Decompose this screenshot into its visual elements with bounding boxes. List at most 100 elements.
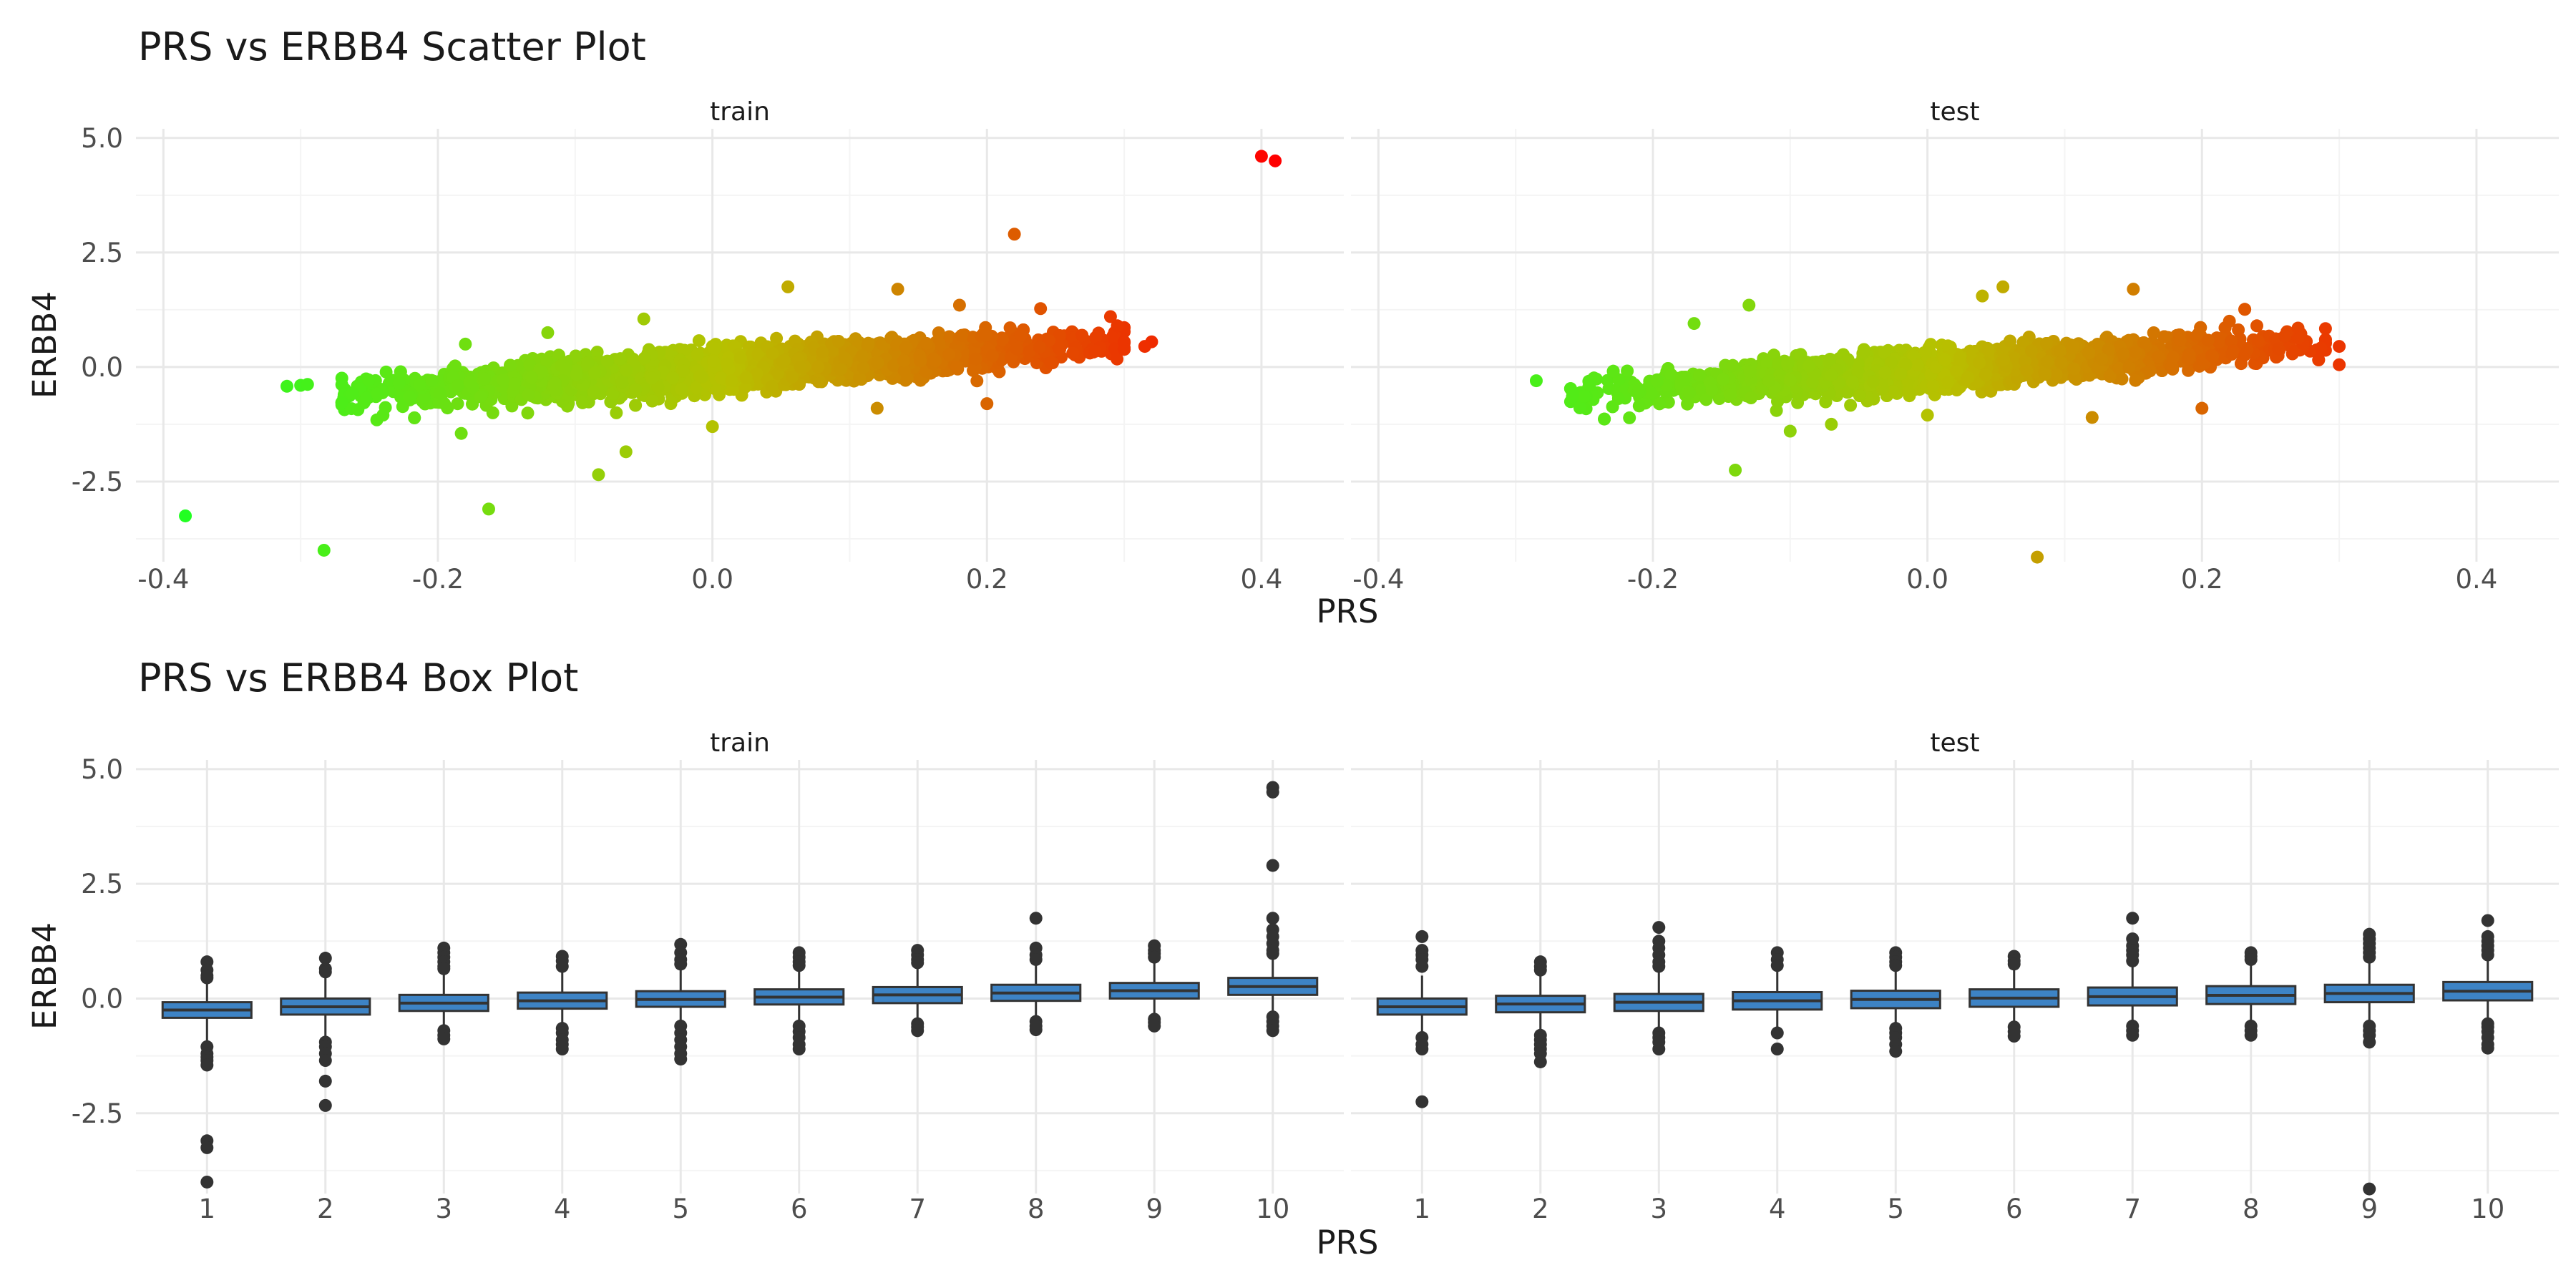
x-tick-label: -0.2 bbox=[1627, 564, 1679, 595]
scatter-point bbox=[1010, 342, 1023, 356]
scatter-point bbox=[675, 382, 688, 396]
scatter-point bbox=[794, 360, 807, 374]
facet-strip-label: test bbox=[1930, 97, 1979, 127]
scatter-point bbox=[706, 420, 719, 434]
scatter-point bbox=[985, 349, 999, 363]
scatter-point bbox=[346, 386, 359, 400]
scatter-point bbox=[770, 331, 784, 345]
scatter-point bbox=[638, 351, 651, 365]
scatter-point bbox=[1254, 150, 1268, 163]
scatter-point bbox=[371, 387, 384, 401]
scatter-point bbox=[588, 366, 602, 379]
scatter-point bbox=[433, 386, 447, 400]
scatter-point bbox=[576, 396, 590, 409]
scatter-point bbox=[619, 445, 633, 459]
x-tick-label: -0.4 bbox=[1352, 564, 1404, 595]
scatter-point bbox=[1008, 228, 1021, 241]
scatter-point bbox=[693, 369, 707, 383]
scatter-point bbox=[721, 357, 733, 371]
scatter-point bbox=[980, 397, 994, 411]
x-tick-label: 0.4 bbox=[2455, 564, 2497, 595]
scatter-point bbox=[766, 346, 779, 360]
scatter-point bbox=[620, 364, 633, 377]
x-tick-label: -0.2 bbox=[412, 564, 464, 595]
scatter-point bbox=[855, 349, 869, 363]
scatter-point bbox=[781, 280, 795, 293]
scatter-point bbox=[834, 363, 847, 376]
scatter-point bbox=[610, 406, 623, 419]
scatter-point bbox=[452, 379, 464, 392]
scatter-point bbox=[477, 372, 491, 386]
scatter-point bbox=[897, 354, 910, 368]
scatter-point bbox=[707, 354, 721, 368]
scatter-point bbox=[317, 543, 331, 557]
x-tick-label: 0.2 bbox=[966, 564, 1008, 595]
scatter-point bbox=[486, 406, 499, 419]
scatter-point bbox=[725, 374, 738, 388]
scatter-point bbox=[522, 388, 535, 401]
scatter-point bbox=[541, 326, 555, 339]
scatter-point bbox=[765, 379, 779, 393]
scatter-point bbox=[1034, 302, 1048, 316]
scatter-point bbox=[570, 368, 583, 381]
scatter-point bbox=[899, 341, 912, 354]
scatter-point bbox=[637, 312, 650, 326]
scatter-point bbox=[1111, 319, 1124, 333]
scatter-point bbox=[1066, 346, 1080, 360]
x-tick-label: 0.0 bbox=[691, 564, 733, 595]
scatter-point bbox=[463, 375, 477, 389]
scatter-point bbox=[587, 385, 600, 399]
scatter-point bbox=[454, 426, 468, 440]
scatter-point bbox=[459, 337, 472, 351]
scatter-point bbox=[645, 394, 659, 408]
scatter-point bbox=[776, 355, 789, 369]
scatter-point bbox=[1138, 340, 1151, 353]
box-chart-title: PRS vs ERBB4 Box Plot bbox=[138, 655, 578, 701]
scatter-point bbox=[952, 298, 966, 312]
scatter-point bbox=[969, 352, 982, 366]
scatter-point bbox=[549, 376, 562, 390]
scatter-point bbox=[645, 371, 658, 385]
scatter-panel-test: test-0.4 -0.2 0.0 0.2 0.4 bbox=[1351, 97, 2559, 595]
scatter-point bbox=[919, 337, 933, 350]
x-tick-label: -0.4 bbox=[137, 564, 189, 595]
scatter-point bbox=[592, 468, 605, 482]
scatter-point bbox=[942, 348, 956, 361]
scatter-point bbox=[413, 378, 426, 391]
scatter-point bbox=[733, 351, 747, 365]
scatter-point bbox=[666, 371, 680, 384]
scatter-point bbox=[692, 334, 706, 348]
scatter-panel-train: train -0.4 -0.2 0.0 0.2 0.4 bbox=[136, 97, 1344, 595]
scatter-point bbox=[615, 375, 629, 389]
scatter-point bbox=[508, 377, 522, 391]
x-tick-label: 0.4 bbox=[1240, 564, 1282, 595]
scatter-point bbox=[425, 374, 439, 387]
scatter-point bbox=[179, 509, 192, 522]
scatter-point bbox=[362, 373, 375, 386]
scatter-point bbox=[496, 374, 509, 387]
scatter-point bbox=[629, 399, 643, 412]
facet-strip-label: train bbox=[710, 97, 770, 127]
scatter-point bbox=[970, 374, 984, 388]
scatter-point bbox=[870, 401, 884, 415]
scatter-point bbox=[1118, 343, 1131, 356]
scatter-point bbox=[811, 360, 825, 374]
scatter-point bbox=[482, 502, 495, 516]
scatter-point bbox=[301, 378, 314, 391]
scatter-point bbox=[1044, 356, 1058, 369]
scatter-point bbox=[1033, 341, 1046, 354]
scatter-point bbox=[857, 361, 870, 374]
x-tick-label: 0.0 bbox=[1906, 564, 1948, 595]
scatter-point bbox=[979, 328, 992, 342]
scatter-point bbox=[280, 379, 293, 393]
scatter-point bbox=[408, 411, 421, 424]
scatter-point bbox=[451, 397, 464, 411]
scatter-point bbox=[613, 352, 627, 366]
scatter-point bbox=[816, 346, 829, 359]
scatter-point bbox=[394, 365, 407, 379]
scatter-point bbox=[871, 356, 884, 370]
scatter-point bbox=[1014, 328, 1028, 342]
scatter-point bbox=[785, 371, 799, 384]
scatter-point bbox=[392, 376, 406, 390]
